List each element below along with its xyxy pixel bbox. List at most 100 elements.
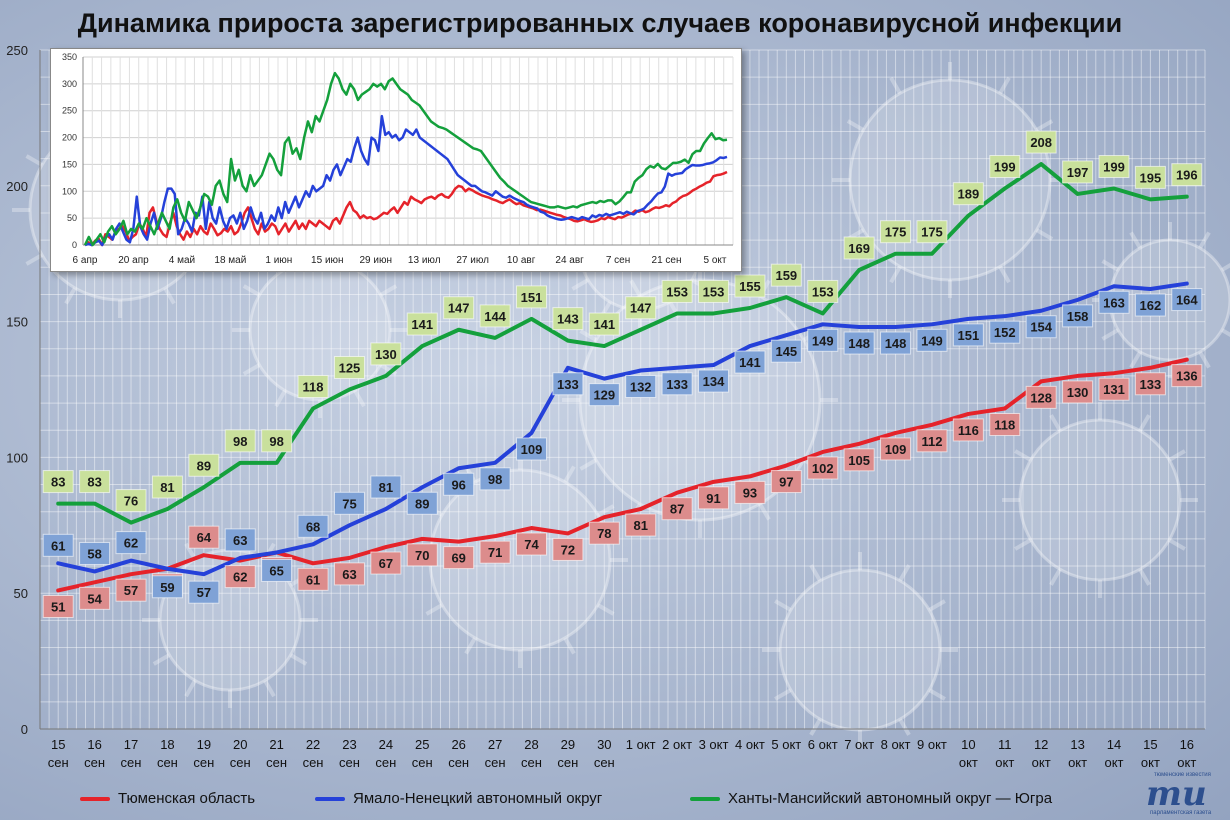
data-point-green (1112, 187, 1116, 191)
inset-x-tick-label: 5 окт (704, 255, 727, 266)
inset-x-tick-label: 29 июн (360, 255, 393, 266)
data-point-blue (784, 333, 788, 337)
inset-y-tick-label: 50 (67, 213, 77, 223)
data-label-box-red (297, 567, 329, 591)
data-label-box-blue (661, 372, 693, 396)
virus-spike (579, 458, 598, 471)
chart-legend: Тюменская область Ямало-Ненецкий автоном… (80, 790, 1180, 812)
virus-spike (1168, 449, 1186, 462)
data-label-green: 155 (739, 279, 761, 294)
virus-spike (998, 265, 1011, 284)
x-tick-label: 28 (524, 737, 538, 752)
y-tick-label: 0 (21, 722, 28, 737)
data-label-box-blue (807, 328, 839, 352)
data-point-red (457, 540, 461, 544)
inset-x-tick-label: 7 сен (606, 255, 630, 266)
data-label-red: 97 (779, 475, 793, 490)
data-label-blue: 154 (1030, 320, 1052, 335)
data-label-green: 83 (51, 475, 65, 490)
x-tick-label: 9 окт (917, 737, 947, 752)
virus-spike (563, 465, 576, 484)
data-label-box-green (1171, 163, 1203, 187)
data-point-green (129, 521, 133, 525)
virus-spike (1049, 568, 1062, 586)
virus-spike (579, 329, 598, 342)
inset-x-tick-label: 4 май (169, 255, 195, 266)
data-label-box-green (333, 356, 365, 379)
y-tick-label: 150 (6, 315, 28, 330)
data-label-green: 141 (411, 317, 433, 332)
x-tick-label: сен (48, 755, 69, 770)
data-point-blue (966, 317, 970, 321)
data-label-blue: 151 (958, 328, 980, 343)
data-label-green: 208 (1030, 135, 1052, 150)
data-point-blue (238, 556, 242, 560)
data-point-blue (1039, 309, 1043, 313)
virus-decor-4 (1018, 418, 1182, 582)
data-label-red: 67 (379, 556, 393, 571)
data-point-red (675, 491, 679, 495)
data-label-box-green (989, 155, 1021, 179)
data-point-blue (420, 485, 424, 489)
data-label-red: 102 (812, 461, 834, 476)
data-label-red: 136 (1176, 369, 1198, 384)
data-point-green (347, 388, 351, 391)
data-label-green: 125 (339, 361, 361, 376)
data-point-green (1076, 192, 1080, 196)
inset-x-tick-label: 21 сен (652, 255, 682, 266)
data-label-box-red (952, 418, 984, 442)
virus-spike (758, 502, 771, 521)
data-label-green: 141 (593, 317, 615, 332)
x-tick-label: 6 окт (808, 737, 838, 752)
legend-label-red: Тюменская область (118, 790, 256, 807)
data-label-green: 98 (269, 434, 283, 449)
data-point-red (311, 561, 315, 565)
data-point-red (1039, 379, 1043, 383)
virus-spike (353, 389, 366, 408)
data-label-box-blue (1062, 304, 1094, 328)
virus-spike (464, 636, 477, 655)
data-label-green: 175 (921, 225, 943, 240)
x-tick-label: окт (995, 755, 1014, 770)
data-point-red (712, 480, 716, 484)
data-label-green: 81 (160, 480, 174, 495)
data-label-box-green (843, 236, 875, 260)
data-label-blue: 152 (994, 325, 1016, 340)
logo-mark: mu (1146, 774, 1207, 814)
inset-x-tick-label: 24 авг (555, 255, 584, 266)
data-label-box-blue (588, 383, 620, 407)
data-point-blue (529, 431, 533, 435)
data-label-box-green (443, 296, 475, 320)
data-point-green (966, 214, 970, 218)
x-tick-label: 15 (1143, 737, 1157, 752)
virus-spike (629, 279, 642, 298)
x-tick-label: окт (959, 755, 978, 770)
legend-label-green: Ханты-Мансийский автономный округ — Югра (728, 790, 1053, 807)
virus-spike (263, 679, 276, 698)
virus-spike (898, 718, 911, 736)
data-label-box-blue (989, 320, 1021, 344)
data-point-green (930, 252, 934, 256)
inset-chart: 0 50 100 150 200 250 300 350 6 апр 20 апр 4 май 18… (62, 52, 734, 266)
virus-spike (379, 284, 398, 297)
data-point-green (894, 252, 898, 256)
data-label-box-green (552, 307, 584, 331)
virus-spike (1101, 328, 1120, 341)
y-tick-label: 200 (6, 179, 28, 194)
virus-spike (928, 599, 946, 612)
data-point-blue (165, 567, 169, 571)
x-tick-label: 7 окт (844, 737, 874, 752)
series-line-green (56, 162, 1189, 525)
x-tick-label: 26 (451, 737, 465, 752)
data-label-green: 199 (994, 160, 1016, 175)
data-label-blue: 145 (775, 344, 797, 359)
x-tick-label: 29 (561, 737, 575, 752)
x-tick-label: сен (557, 755, 578, 770)
data-point-blue (1003, 314, 1007, 318)
x-tick-label: сен (521, 755, 542, 770)
virus-spike (1014, 538, 1032, 551)
virus-spike (1101, 259, 1120, 272)
data-point-blue (675, 366, 679, 370)
virus-spike (1168, 538, 1186, 551)
data-label-box-red (224, 565, 256, 589)
